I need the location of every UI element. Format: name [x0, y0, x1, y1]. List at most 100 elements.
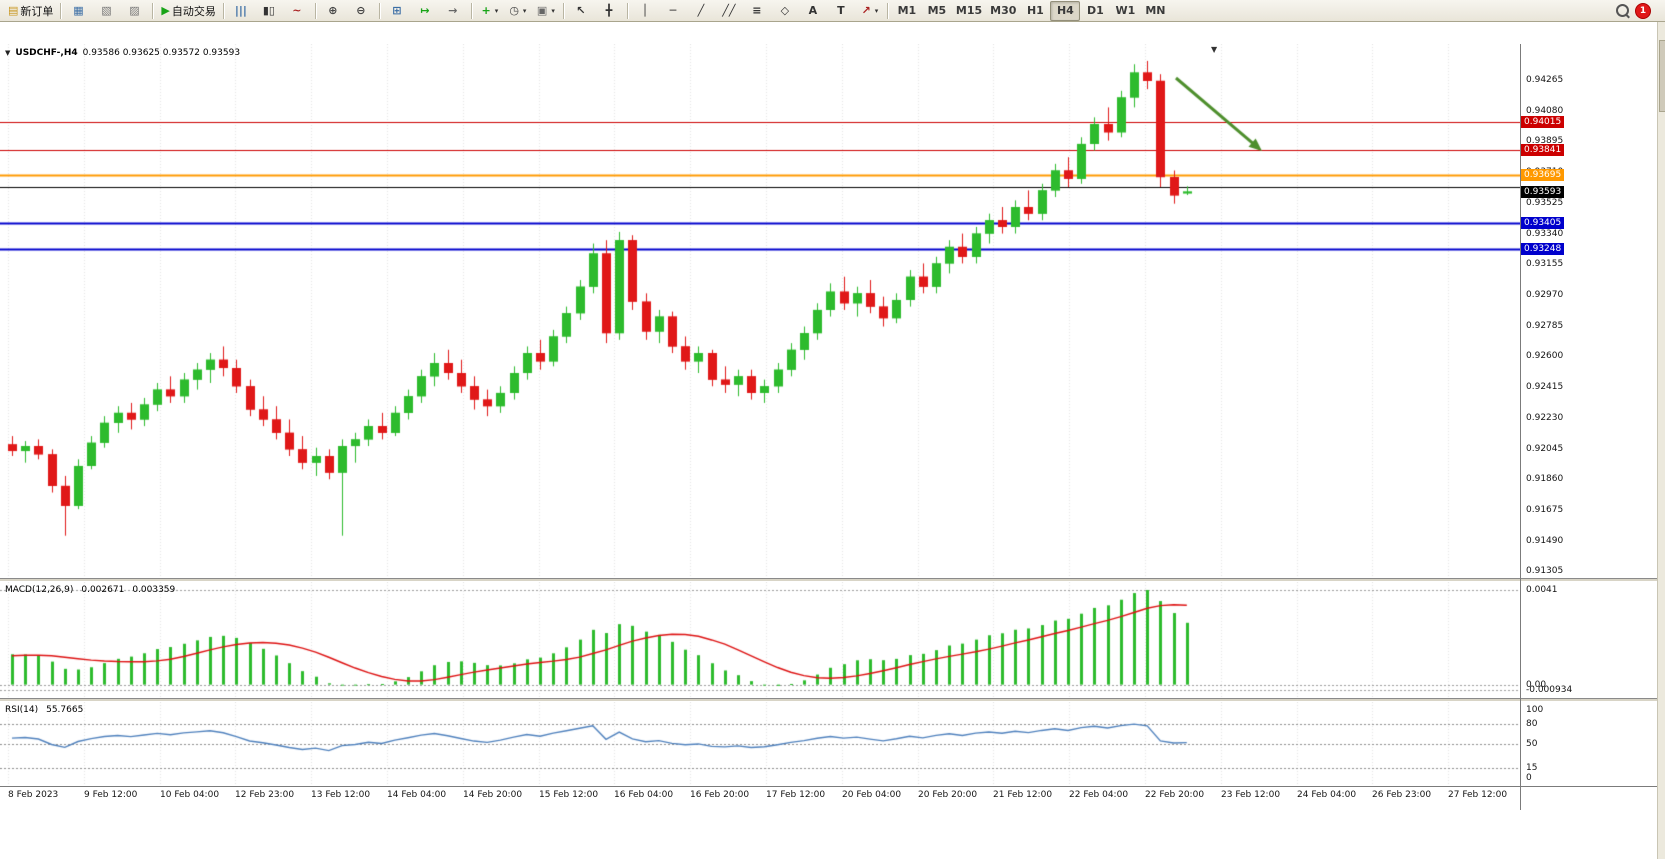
- timeframe-m5[interactable]: M5: [922, 1, 952, 21]
- toolbar-separator: [626, 2, 629, 19]
- price-axis-label: 0.92415: [1526, 382, 1564, 393]
- cursor-icon: ↖: [576, 4, 586, 17]
- new-order-icon: ▤: [8, 4, 19, 17]
- timeframe-mn[interactable]: MN: [1140, 1, 1170, 21]
- autoscroll-icon: ↦: [420, 4, 430, 17]
- toolbar-group-arrange: ⊞ ↦ →: [384, 0, 468, 22]
- auto-scroll-button[interactable]: ↦: [412, 1, 440, 21]
- horizontal-line-button[interactable]: ─: [660, 1, 688, 21]
- timeframe-d1-label: D1: [1087, 4, 1104, 17]
- shapes-button[interactable]: ◇: [772, 1, 800, 21]
- timeframe-w1[interactable]: W1: [1110, 1, 1140, 21]
- time-axis-label: 21 Feb 12:00: [993, 790, 1053, 800]
- notification-badge[interactable]: 1: [1635, 2, 1651, 19]
- crosshair-button[interactable]: ╋: [596, 1, 624, 21]
- templates-button[interactable]: ▣ ▾: [532, 1, 560, 21]
- text-label-button[interactable]: T: [828, 1, 856, 21]
- price-axis-label: 0.93340: [1526, 228, 1564, 239]
- toolbar-group-order: ▤ 新订单: [4, 0, 57, 22]
- timeframe-m30[interactable]: M30: [986, 1, 1020, 21]
- price-axis-divider: [1520, 44, 1521, 810]
- bar-chart-button[interactable]: |||: [228, 1, 256, 21]
- time-axis-label: 8 Feb 2023: [8, 790, 59, 800]
- timeframe-h1-label: H1: [1026, 4, 1044, 17]
- chevron-down-icon: ▾: [494, 6, 499, 15]
- channel-icon: ╱╱: [722, 4, 736, 17]
- collapse-indicators-icon[interactable]: ▼: [5, 49, 11, 57]
- rsi-canvas[interactable]: [0, 702, 1520, 786]
- rsi-indicator-name: RSI(14): [5, 705, 39, 715]
- price-axis-label: 0.93895: [1526, 136, 1564, 147]
- text-button[interactable]: A: [800, 1, 828, 21]
- fibo-icon: ≡: [752, 4, 762, 17]
- toolbar-separator: [222, 2, 225, 19]
- vertical-line-button[interactable]: │: [632, 1, 660, 21]
- panel-splitter-rsi[interactable]: [0, 698, 1665, 702]
- price-axis-label: 0.94265: [1526, 75, 1564, 86]
- new-order-button-label: 新订单: [20, 4, 54, 18]
- price-axis-label: 0.92600: [1526, 351, 1564, 362]
- line-chart-button[interactable]: ~: [284, 1, 312, 21]
- text-icon: A: [808, 4, 818, 17]
- time-axis-label: 22 Feb 20:00: [1145, 790, 1205, 800]
- timeframe-m30-label: M30: [990, 4, 1017, 17]
- arrows-button[interactable]: ↗ ▾: [856, 1, 884, 21]
- price-axis-label: 0.94080: [1526, 105, 1564, 116]
- charts-grid-icon: ▦: [73, 4, 84, 17]
- timeframe-m15[interactable]: M15: [952, 1, 986, 21]
- macd-canvas[interactable]: [0, 582, 1520, 698]
- hline-price-tag: 0.93405: [1521, 216, 1565, 229]
- scrollbar-thumb[interactable]: [1659, 40, 1665, 112]
- timeframe-m1-label: M1: [897, 4, 917, 17]
- cursor-button[interactable]: ↖: [568, 1, 596, 21]
- hline-price-tag: 0.93248: [1521, 242, 1565, 255]
- time-axis-label: 14 Feb 04:00: [387, 790, 447, 800]
- fibonacci-button[interactable]: ≡: [744, 1, 772, 21]
- charts-grid-button[interactable]: ▦: [65, 1, 93, 21]
- rsi-value: 55.7665: [46, 705, 84, 715]
- chart-shift-marker[interactable]: ▼: [1211, 45, 1218, 54]
- macd-axis-label: 0.0041: [1526, 585, 1558, 595]
- timeframe-h1[interactable]: H1: [1020, 1, 1050, 21]
- time-axis-divider: [0, 786, 1665, 787]
- timeframe-h4[interactable]: H4: [1050, 0, 1081, 21]
- clock-icon: ◷: [509, 4, 519, 17]
- shapes-icon: ◇: [780, 4, 790, 17]
- chart-shift-button[interactable]: →: [440, 1, 468, 21]
- price-axis-label: 0.92970: [1526, 289, 1564, 300]
- rsi-axis-label: 50: [1526, 739, 1538, 749]
- candlestick-chart-button[interactable]: ▮▯: [256, 1, 284, 21]
- auto-trading-button[interactable]: ▶ 自动交易: [157, 1, 219, 21]
- zoom-in-icon: ⊕: [328, 4, 338, 17]
- textlabel-icon: T: [837, 4, 845, 17]
- current-price-tag: 0.93593: [1521, 185, 1565, 198]
- timeframe-m1[interactable]: M1: [892, 1, 922, 21]
- linechart-icon: ~: [292, 4, 302, 17]
- time-axis-label: 20 Feb 20:00: [918, 790, 978, 800]
- rsi-axis-label: 100: [1526, 705, 1544, 715]
- hline-price-tag: 0.94015: [1521, 115, 1565, 128]
- chart-window: ▼ USDCHF-,H4 0.93586 0.93625 0.93572 0.9…: [0, 22, 1665, 859]
- zoom-out-button[interactable]: ⊖: [348, 1, 376, 21]
- trendline-button[interactable]: ╱: [688, 1, 716, 21]
- main-chart-canvas[interactable]: [0, 44, 1520, 578]
- equidistant-channel-button[interactable]: ╱╱: [716, 1, 744, 21]
- panel-splitter-macd[interactable]: [0, 578, 1665, 582]
- time-axis-label: 22 Feb 04:00: [1069, 790, 1129, 800]
- time-axis-label: 23 Feb 12:00: [1221, 790, 1281, 800]
- zoom-in-button[interactable]: ⊕: [320, 1, 348, 21]
- data-window-button[interactable]: ▨: [121, 1, 149, 21]
- timeframe-d1[interactable]: D1: [1080, 1, 1110, 21]
- periods-button[interactable]: ◷ ▾: [504, 1, 532, 21]
- vertical-scrollbar[interactable]: [1657, 22, 1665, 859]
- profiles-button[interactable]: ▧: [93, 1, 121, 21]
- search-icon[interactable]: [1616, 4, 1629, 17]
- chevron-down-icon: ▾: [522, 6, 527, 15]
- tile-windows-button[interactable]: ⊞: [384, 1, 412, 21]
- toolbar-separator: [60, 2, 63, 19]
- indicators-button[interactable]: + ▾: [476, 1, 504, 21]
- toolbar-separator: [470, 2, 473, 19]
- new-order-button[interactable]: ▤ 新订单: [4, 1, 57, 21]
- time-axis-label: 13 Feb 12:00: [311, 790, 371, 800]
- tile-icon: ⊞: [392, 4, 402, 17]
